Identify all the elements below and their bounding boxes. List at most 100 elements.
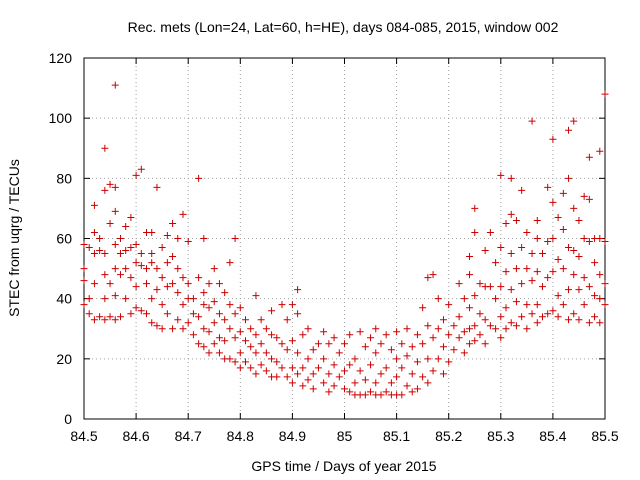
data-point <box>591 313 599 321</box>
data-point <box>502 304 510 312</box>
data-point <box>153 183 161 191</box>
x-tick-label: 85.5 <box>591 428 618 444</box>
data-point <box>215 310 223 318</box>
data-point <box>502 325 510 333</box>
data-point <box>106 180 114 188</box>
data-point <box>111 183 119 191</box>
data-point <box>210 319 218 327</box>
data-point <box>549 135 557 143</box>
data-point <box>335 373 343 381</box>
data-point <box>236 349 244 357</box>
data-point <box>137 307 145 315</box>
data-point <box>419 340 427 348</box>
data-point <box>585 153 593 161</box>
x-tick-label: 84.8 <box>227 428 254 444</box>
data-point <box>528 310 536 318</box>
data-point <box>419 373 427 381</box>
data-point <box>195 313 203 321</box>
data-point <box>179 301 187 309</box>
data-point <box>106 219 114 227</box>
data-point <box>434 355 442 363</box>
data-point <box>132 304 140 312</box>
data-point <box>476 331 484 339</box>
data-point <box>585 195 593 203</box>
data-point <box>215 280 223 288</box>
data-point <box>174 289 182 297</box>
data-point <box>205 328 213 336</box>
data-point <box>111 265 119 273</box>
data-point <box>262 325 270 333</box>
data-point <box>601 280 609 288</box>
data-point <box>455 313 463 321</box>
data-point <box>111 241 119 249</box>
data-point <box>137 250 145 258</box>
data-point <box>528 250 536 258</box>
data-point <box>528 117 536 125</box>
data-point <box>195 274 203 282</box>
data-point <box>387 379 395 387</box>
data-point <box>497 283 505 291</box>
data-point <box>111 316 119 324</box>
x-tick-label: 85.4 <box>539 428 566 444</box>
data-point <box>122 265 130 273</box>
data-point <box>169 325 177 333</box>
data-point <box>523 301 531 309</box>
data-point <box>492 259 500 267</box>
data-point <box>242 358 250 366</box>
data-point <box>101 271 109 279</box>
data-point <box>283 316 291 324</box>
data-point <box>424 322 432 330</box>
data-point <box>575 316 583 324</box>
data-point <box>320 355 328 363</box>
data-point <box>80 301 88 309</box>
data-point <box>512 216 520 224</box>
data-point <box>252 370 260 378</box>
data-point <box>330 382 338 390</box>
data-point <box>122 295 130 303</box>
data-point <box>492 325 500 333</box>
data-point <box>226 259 234 267</box>
data-point <box>476 310 484 318</box>
x-tick-label: 85.2 <box>435 428 462 444</box>
data-point <box>127 213 135 221</box>
data-point <box>273 358 281 366</box>
data-point <box>439 343 447 351</box>
data-point <box>497 171 505 179</box>
data-point <box>554 313 562 321</box>
data-point <box>408 370 416 378</box>
data-point <box>304 325 312 333</box>
data-point <box>408 388 416 396</box>
x-tick-label: 85.3 <box>487 428 514 444</box>
data-point <box>111 207 119 215</box>
data-point <box>565 286 573 294</box>
data-point <box>377 340 385 348</box>
data-point <box>356 367 364 375</box>
data-point <box>179 274 187 282</box>
data-point <box>210 265 218 273</box>
data-point <box>96 247 104 255</box>
data-point <box>382 388 390 396</box>
data-point <box>247 325 255 333</box>
x-tick-label: 84.9 <box>279 428 306 444</box>
data-point <box>591 292 599 300</box>
data-point <box>122 247 130 255</box>
data-point <box>283 346 291 354</box>
data-point <box>507 319 515 327</box>
data-point <box>481 247 489 255</box>
data-point <box>523 325 531 333</box>
data-point <box>143 310 151 318</box>
data-point <box>314 340 322 348</box>
data-point <box>570 310 578 318</box>
data-point <box>585 319 593 327</box>
data-point <box>314 364 322 372</box>
data-point <box>538 283 546 291</box>
data-point <box>481 340 489 348</box>
data-point <box>544 183 552 191</box>
data-point <box>226 355 234 363</box>
data-point <box>455 334 463 342</box>
data-point <box>335 349 343 357</box>
data-point <box>226 325 234 333</box>
data-point <box>565 174 573 182</box>
data-point <box>429 271 437 279</box>
data-point <box>90 228 98 236</box>
